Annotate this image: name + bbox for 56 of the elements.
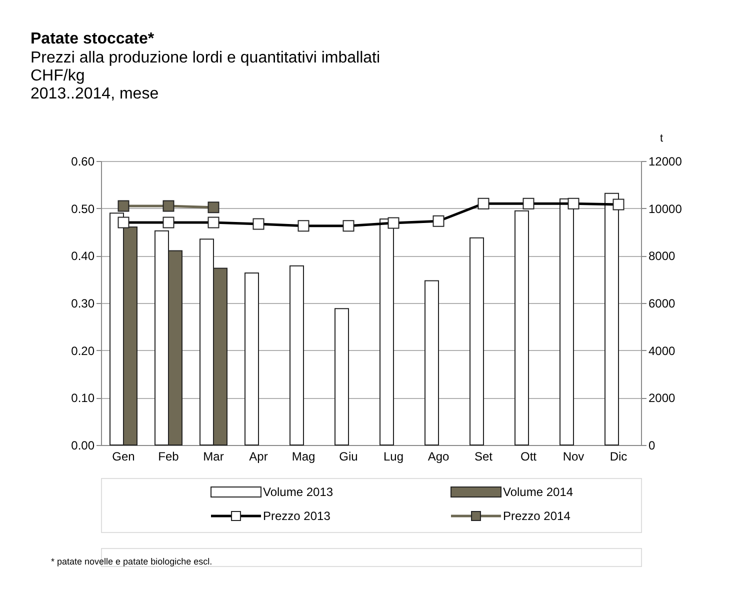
legend-label: Prezzo 2013 [263,509,331,523]
point [162,200,174,212]
x-tick-label: Nov [562,450,584,464]
legend-label: Prezzo 2014 [503,509,571,523]
x-tick-label: Set [474,450,494,464]
point [162,216,174,228]
y2-tick-label: 0 [648,438,656,452]
y2-tick-label: 2000 [648,391,676,406]
y2-tick-label: 10000 [648,202,682,216]
y2-tick-label: 4000 [648,344,676,358]
y2-tick-label: 12000 [648,154,682,168]
x-tick-label: Mag [292,450,316,464]
legend-label: Volume 2013 [263,485,334,499]
y-tick-label: 0.40 [71,249,95,264]
point [118,216,130,228]
y-tick-label: 0.00 [71,438,95,452]
bar [424,280,439,446]
y-tick-label: 0.20 [71,344,95,358]
point [478,198,490,210]
point [252,218,264,230]
y-tick-label: 0.50 [71,202,95,216]
bar [470,237,484,446]
x-tick-label: Ott [520,450,538,464]
point [432,215,444,227]
point [208,202,220,214]
x-tick-label: Mar [203,450,224,464]
x-tick-label: Apr [249,450,268,464]
point [118,200,130,212]
point [388,217,400,229]
legend-label: Volume 2014 [503,485,574,499]
y-tick-label: 0.30 [71,296,95,310]
text: * patate novelle e patate biologiche escl. [51,556,212,566]
x-tick-label: Lug [383,450,404,464]
point [342,220,354,232]
x-tick-label: Ago [428,450,450,464]
y2-axis-title: t [660,132,664,144]
chart-subtitle: Prezzi alla produzione lordi e quantitativi imballati [30,50,380,66]
x-tick-label: Dic [610,450,628,464]
y2-tick-label: 8000 [648,249,676,264]
point [522,198,534,210]
x-tick-label: Gen [112,450,135,464]
y-axis-title: CHF/kg [30,68,85,84]
point [568,198,580,210]
point [208,216,220,228]
point [612,198,624,210]
point [298,220,310,232]
bar [244,272,259,446]
y-tick-label: 0.60 [71,154,95,168]
x-tick-label: Feb [158,450,180,464]
text: 2013..2014, mese [30,86,159,102]
bar [334,308,349,446]
chart-title: Patate stoccate* [30,30,155,48]
bar [290,265,304,446]
x-tick-label: Giu [339,450,358,464]
y2-tick-label: 6000 [648,296,676,310]
y-tick-label: 0.10 [71,391,95,406]
